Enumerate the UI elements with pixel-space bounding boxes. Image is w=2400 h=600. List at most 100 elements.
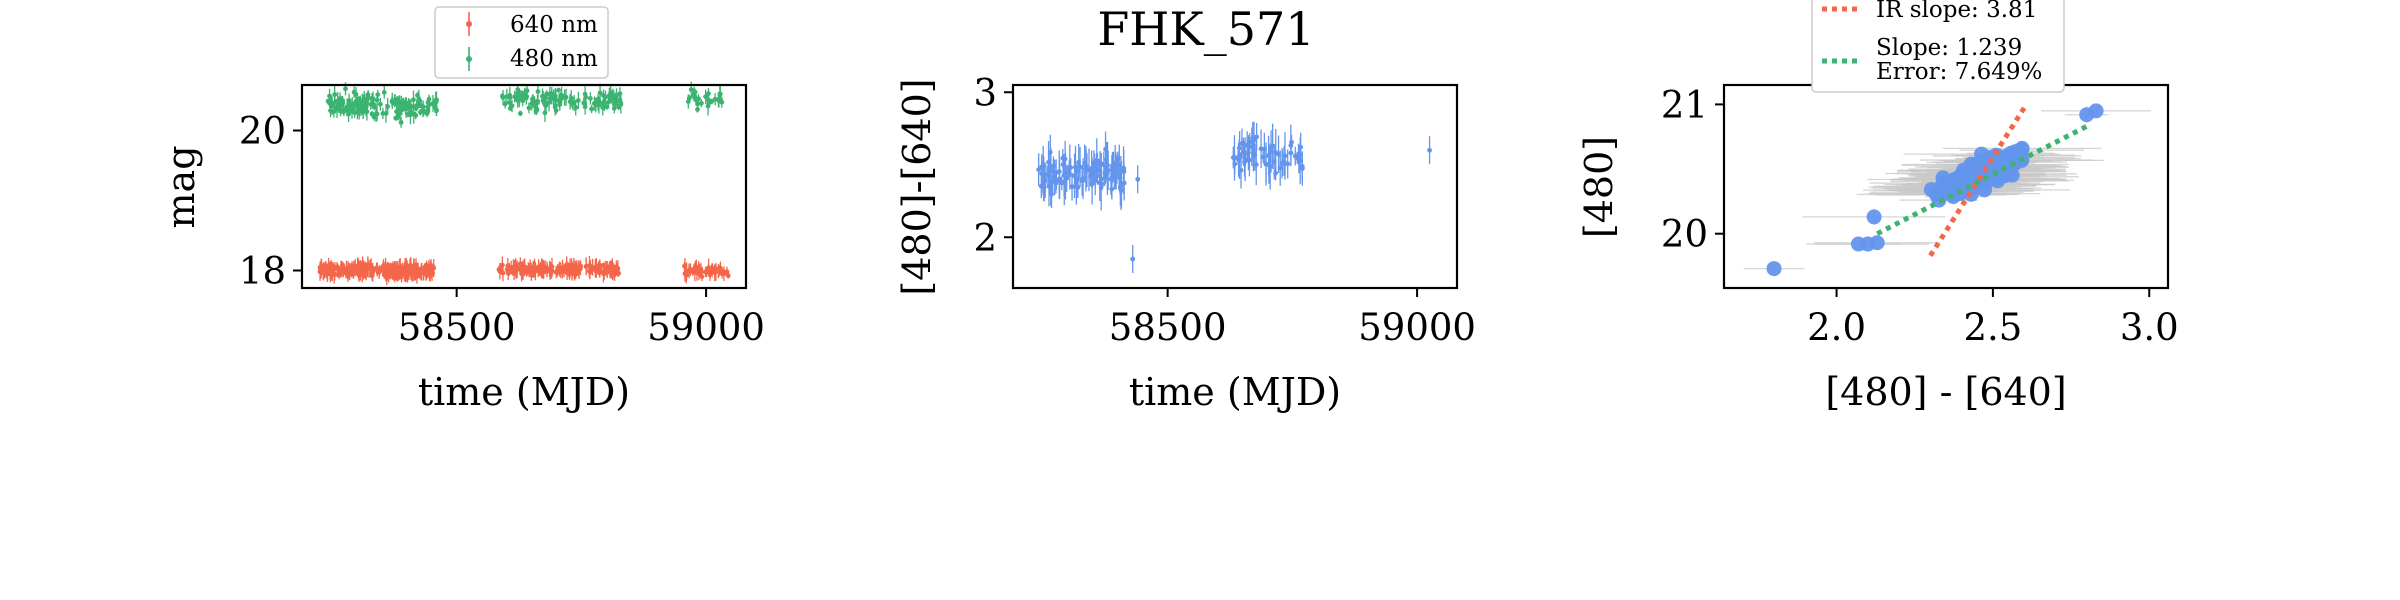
- legend-box: [1811, 0, 2065, 93]
- y-axis-label: [480]-[640]: [895, 78, 939, 295]
- 480-nm-point: [411, 97, 416, 103]
- 640-nm-point: [719, 271, 725, 277]
- figure-title: FHK_571: [1097, 2, 1314, 56]
- color-point: [1086, 167, 1092, 173]
- 640-nm-point: [508, 265, 514, 270]
- 640-nm-point: [377, 268, 382, 274]
- plot-area: 2.0 2.5 3.0 20 21: [1661, 83, 2179, 349]
- 480-nm-point: [381, 89, 387, 95]
- 640-nm-point: [382, 270, 387, 276]
- color-point: [1276, 151, 1281, 157]
- 480-nm-point: [377, 101, 383, 107]
- color-point: [1266, 153, 1271, 158]
- x-tick-label: 3.0: [2120, 306, 2179, 349]
- y-tick-label: 21: [1661, 83, 1708, 126]
- 480-nm-point: [396, 101, 402, 107]
- 480-nm-point: [611, 105, 617, 111]
- cmd-point: [2088, 103, 2104, 119]
- cmd-point: [1869, 235, 1885, 251]
- 640-nm-point: [524, 268, 529, 274]
- cmd-point: [1963, 156, 1979, 172]
- 640-nm-point: [418, 270, 424, 276]
- 640-nm-point: [692, 269, 698, 275]
- x-axis-label: [480] - [640]: [1825, 370, 2066, 414]
- 480-nm-point: [603, 94, 608, 100]
- cmd-point: [2004, 167, 2020, 183]
- 480-nm-point: [370, 102, 376, 108]
- 480-nm-point: [597, 90, 603, 96]
- 480-nm-point: [507, 105, 513, 111]
- 480-nm-point: [556, 87, 561, 93]
- color-point: [1282, 161, 1288, 166]
- legend-dot-480-nm: [466, 56, 472, 62]
- 480-nm-point: [575, 98, 581, 103]
- color-point: [1041, 183, 1047, 189]
- plot-area: 58500 59000 2 3: [973, 71, 1475, 349]
- 480-nm-point: [402, 100, 408, 106]
- color-point: [1046, 183, 1052, 189]
- 480-nm-point: [517, 110, 523, 116]
- 480-nm-point: [552, 93, 558, 99]
- 640-nm-point: [334, 266, 340, 271]
- color-point: [1244, 142, 1250, 148]
- 640-nm-point: [340, 268, 346, 274]
- color-point: [1253, 162, 1259, 168]
- 480-nm-point: [587, 96, 593, 101]
- 640-nm-point: [496, 267, 502, 273]
- 480-nm-point: [385, 104, 391, 109]
- legend-label-error: Error: 7.649%: [1876, 59, 2042, 85]
- 480-nm-point: [696, 96, 701, 102]
- 480-nm-point: [354, 110, 360, 115]
- 480-nm-point: [414, 103, 420, 108]
- x-tick-label: 59000: [1358, 306, 1476, 349]
- color-point: [1074, 178, 1080, 184]
- 480-nm-point: [535, 89, 541, 94]
- color-point: [1066, 165, 1072, 171]
- color-point: [1053, 178, 1059, 184]
- color-point: [1135, 176, 1141, 182]
- color-point: [1289, 139, 1294, 145]
- 480-nm-point: [609, 94, 614, 100]
- x-tick-label: 59000: [647, 306, 765, 349]
- color-point: [1270, 143, 1276, 149]
- 480-nm-point: [534, 106, 540, 112]
- color-point: [1239, 141, 1245, 147]
- color-point: [1077, 164, 1083, 170]
- panel-color-curve: 58500 59000 2 3 time (MJD) [480]-[640]: [895, 71, 1476, 414]
- legend: 640 nm 480 nm: [434, 6, 609, 79]
- legend-label-480-nm: 480 nm: [510, 46, 598, 72]
- 480-nm-point: [332, 100, 338, 105]
- x-tick-label: 58500: [1109, 306, 1227, 349]
- 480-nm-point: [718, 97, 723, 103]
- 480-nm-point: [520, 98, 526, 104]
- y-tick-label: 18: [239, 250, 286, 293]
- y-tick-label: 20: [239, 110, 286, 153]
- 480-nm-point: [395, 111, 401, 117]
- color-point: [1427, 147, 1432, 153]
- y-tick-label: 3: [973, 71, 997, 114]
- cmd-point: [1976, 155, 1992, 171]
- 640-nm-point: [371, 267, 377, 273]
- 480-nm-point: [418, 109, 423, 115]
- color-point: [1108, 176, 1114, 182]
- 640-nm-point: [683, 272, 689, 278]
- 640-nm-point: [358, 268, 364, 274]
- cmd-point: [1936, 175, 1952, 191]
- 480-nm-point: [343, 86, 348, 92]
- color-point: [1273, 170, 1279, 176]
- 480-nm-point: [329, 103, 335, 109]
- 640-nm-point: [427, 271, 432, 277]
- 480-nm-point: [424, 111, 430, 116]
- color-point: [1117, 183, 1123, 189]
- 480-nm-point: [398, 119, 404, 125]
- color-point: [1236, 145, 1242, 151]
- color-point: [1230, 155, 1236, 160]
- 640-nm-point: [538, 269, 544, 275]
- 480-nm-point: [365, 95, 371, 100]
- 640-nm-point: [587, 269, 593, 275]
- 480-nm-point: [583, 94, 589, 100]
- cmd-point: [1766, 261, 1782, 277]
- 480-nm-point: [596, 102, 602, 108]
- 640-nm-point: [704, 269, 709, 275]
- 640-nm-point: [404, 263, 410, 269]
